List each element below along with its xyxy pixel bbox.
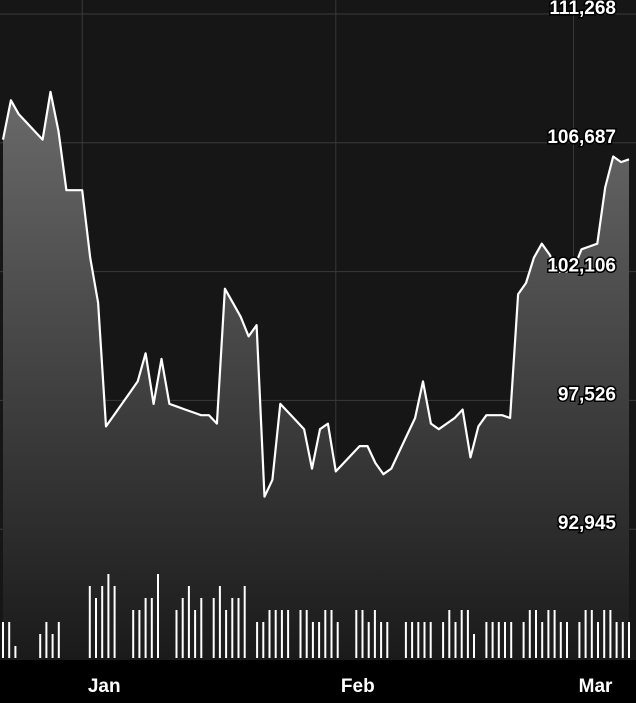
volume-bar [274,610,277,658]
volume-bar [628,622,630,658]
volume-bar [522,622,525,658]
volume-bar [14,646,17,658]
y-tick-label: 97,526 [558,384,616,405]
price-area [3,91,629,661]
volume-bar [150,598,153,658]
x-tick-label: Jan [88,676,121,697]
volume-bar [8,622,11,658]
volume-bar [584,610,587,658]
volume-bar [324,610,327,658]
volume-bar [361,610,364,658]
volume-bar [51,634,54,658]
volume-bar [243,586,246,658]
volume-bar [386,622,389,658]
volume-bar [597,622,599,658]
volume-bar [380,622,383,658]
volume-bar [429,622,432,658]
y-tick-label: 102,106 [547,256,616,277]
volume-bar [101,586,104,658]
volume-bar [200,598,203,658]
volume-bar [225,610,228,658]
volume-bar [411,622,414,658]
volume-bar [194,610,197,658]
volume-bar [138,610,141,658]
price-line-group [1,90,630,498]
volume-bar [95,598,97,658]
volume-bar [373,610,376,658]
volume-bar [466,610,469,658]
volume-bar [615,622,618,658]
volume-bar [603,610,606,658]
volume-bar [144,598,147,658]
volume-bar [318,622,321,658]
volume-bar [311,622,314,658]
volume-bar [454,622,457,658]
volume-bar [336,622,339,658]
y-tick-label: 92,945 [558,513,617,534]
y-tick-label: 106,687 [547,127,616,148]
volume-bar [460,610,463,658]
volume-bar [57,622,60,658]
volume-bar [448,610,451,658]
volume-bar [553,610,556,658]
volume-bar [2,622,4,658]
price-area-fill [3,91,629,661]
volume-bar [559,622,562,658]
volume-bar [528,610,531,658]
volume-bar [535,610,537,658]
volume-bar [504,622,506,658]
volume-bar [423,622,426,658]
volume-bar [113,586,116,658]
volume-bar [578,622,581,658]
volume-bar [473,634,475,658]
y-axis-labels: 111,268 106,687 102,106 97,526 92,945 [546,0,618,536]
volume-bar [45,622,48,658]
volume-bar [299,610,302,658]
volume-bars [2,574,630,658]
volume-bar [157,574,159,658]
volume-bar [287,610,290,658]
volume-bar [187,586,190,658]
volume-bar [231,598,234,658]
x-tick-label: Feb [341,676,375,697]
volume-bar [547,610,550,658]
volume-bar [218,586,221,658]
x-axis-labels: Jan Feb Mar [88,676,613,697]
volume-bar [491,622,494,658]
volume-bar [268,610,271,658]
volume-bar [262,622,265,658]
volume-bar [39,634,42,658]
volume-bar [541,622,544,658]
volume-bar [175,610,178,658]
volume-bar [442,622,445,658]
volume-bar [621,622,624,658]
volume-bar [237,598,240,658]
x-tick-label: Mar [579,676,613,697]
volume-bar [497,622,500,658]
volume-bar [566,622,568,658]
y-tick-label: 111,268 [549,0,616,19]
volume-bar [417,622,420,658]
volume-bar [107,574,110,658]
volume-bar [330,610,333,658]
volume-bar [88,586,91,658]
volume-bar [181,598,184,658]
volume-bar [280,610,283,658]
volume-bar [609,610,612,658]
volume-bar [590,610,593,658]
volume-bar [305,610,308,658]
volume-bar [132,610,135,658]
volume-bar [256,622,259,658]
volume-bar [485,622,488,658]
volume-bar [404,622,407,658]
volume-bar [212,598,215,658]
volume-bar [367,622,370,658]
volume-bar [355,610,358,658]
price-line [1,90,630,498]
volume-bar [510,622,513,658]
